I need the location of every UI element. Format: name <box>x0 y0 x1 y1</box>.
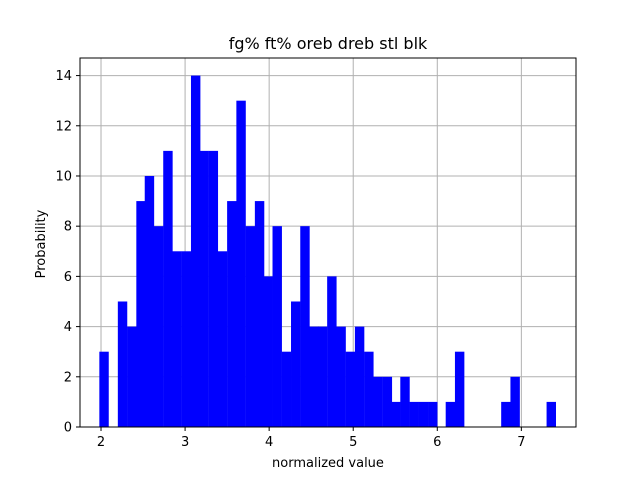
histogram-bar <box>454 351 465 427</box>
histogram-bar <box>409 401 419 427</box>
histogram-bar <box>153 226 164 427</box>
histogram-bar <box>117 301 128 427</box>
histogram-bar <box>190 75 201 428</box>
x-axis-label: normalized value <box>272 456 384 471</box>
histogram-bar <box>501 401 511 427</box>
chart-title: fg% ft% oreb dreb stl blk <box>229 34 428 53</box>
histogram-bar <box>291 301 301 427</box>
histogram-bar <box>382 376 393 427</box>
histogram-bar <box>217 251 228 427</box>
histogram-bar <box>181 251 192 427</box>
histogram-bar <box>373 376 383 427</box>
x-tick-label: 4 <box>265 435 273 450</box>
y-tick-label: 6 <box>64 270 72 285</box>
histogram-bar <box>281 351 292 427</box>
histogram-bar <box>172 251 182 427</box>
histogram-bar <box>163 150 173 427</box>
histogram-bar <box>245 226 256 427</box>
histogram-bar <box>127 326 137 427</box>
y-tick-label: 8 <box>64 220 72 235</box>
histogram-bar <box>236 100 246 428</box>
y-tick-label: 2 <box>64 370 72 385</box>
histogram-bar <box>199 150 209 427</box>
histogram-bar <box>272 226 282 427</box>
ticks-layer: 2 3 4 5 6 7 0 2 4 6 8 10 12 14 <box>55 69 525 450</box>
histogram-bar <box>136 201 146 427</box>
histogram-bar <box>327 276 337 427</box>
histogram-bar <box>364 351 374 427</box>
histogram-bar <box>354 326 365 427</box>
histogram-bar <box>144 175 155 427</box>
x-tick-label: 7 <box>517 435 525 450</box>
histogram-bar <box>300 226 310 427</box>
histogram-bar <box>208 150 219 427</box>
y-tick-label: 0 <box>64 421 72 436</box>
histogram-bar <box>309 326 319 427</box>
y-tick-label: 4 <box>64 320 72 335</box>
histogram-bar <box>263 276 273 427</box>
x-tick-label: 2 <box>97 435 105 450</box>
histogram-bar <box>254 201 265 427</box>
x-tick-label: 5 <box>349 435 357 450</box>
histogram-bar <box>336 326 346 427</box>
histogram-bar <box>510 376 520 427</box>
histogram-bar <box>418 401 429 427</box>
histogram-bar <box>317 326 328 427</box>
plot-frame <box>79 57 577 428</box>
y-tick-label: 14 <box>55 69 72 84</box>
bars-layer <box>99 75 556 428</box>
histogram-bar <box>391 401 401 427</box>
histogram-bar <box>400 376 410 427</box>
histogram-bar <box>445 401 456 427</box>
x-tick-label: 6 <box>433 435 441 450</box>
y-tick-label: 10 <box>55 169 72 184</box>
histogram-bar <box>428 401 438 427</box>
y-axis-label: Probability <box>34 209 49 278</box>
histogram-bar <box>345 351 356 427</box>
histogram-bar <box>546 401 556 427</box>
histogram-bar <box>99 351 109 427</box>
x-tick-label: 3 <box>181 435 189 450</box>
histogram-bar <box>227 201 237 427</box>
y-tick-label: 12 <box>55 119 72 134</box>
